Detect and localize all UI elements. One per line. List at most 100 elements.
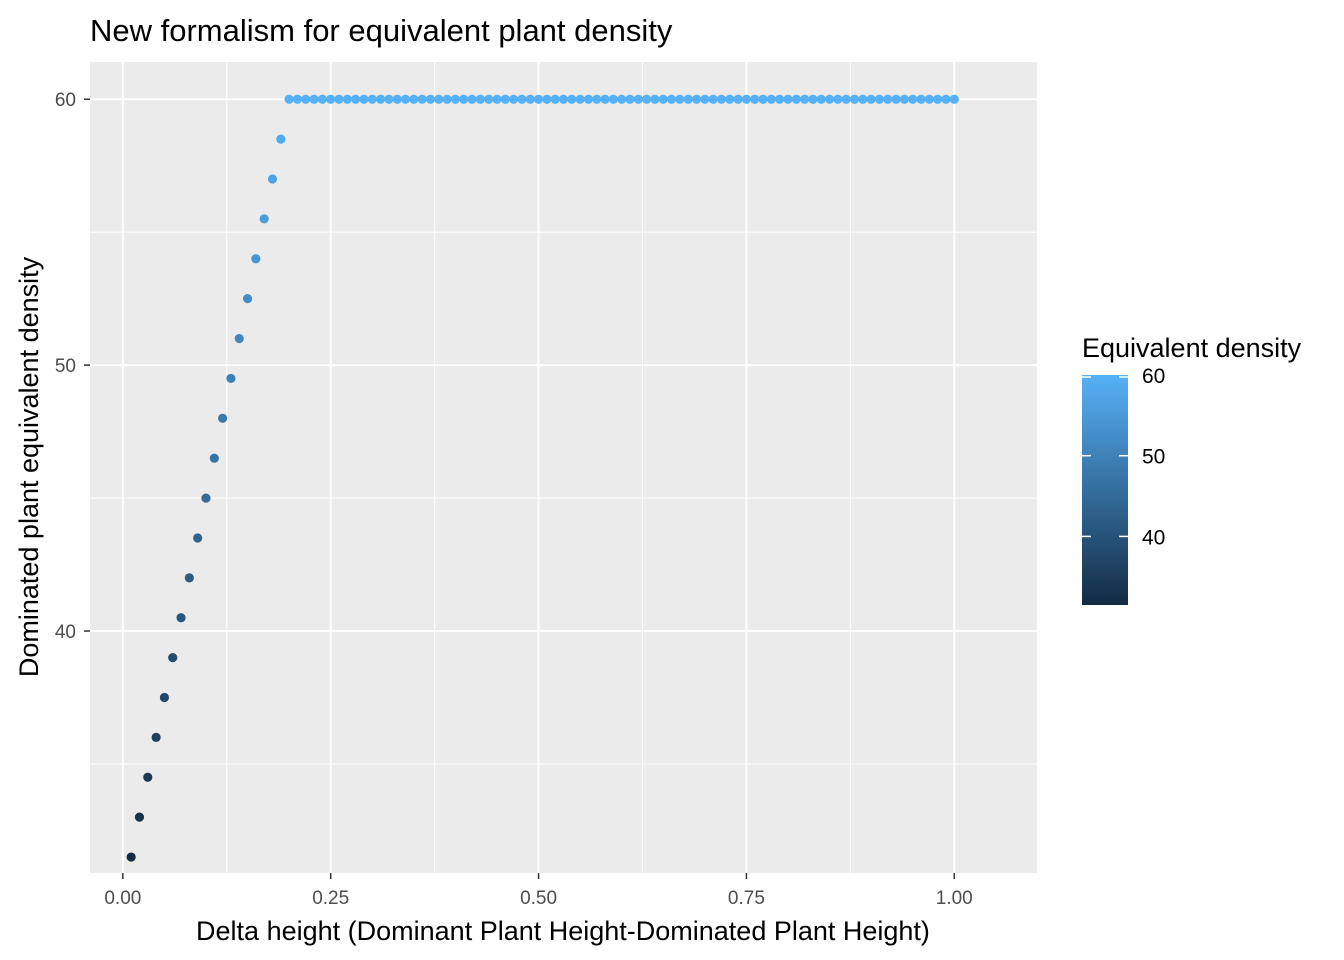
data-point <box>342 94 352 104</box>
data-point <box>484 94 494 104</box>
data-point <box>908 94 918 104</box>
data-point <box>193 533 203 543</box>
data-point <box>633 94 643 104</box>
data-points <box>126 94 959 862</box>
data-point <box>417 94 427 104</box>
data-point <box>475 94 485 104</box>
data-point <box>783 94 793 104</box>
data-point <box>741 94 752 104</box>
data-point <box>492 94 502 104</box>
data-point <box>625 94 635 104</box>
data-point <box>800 94 810 104</box>
data-point <box>459 94 469 104</box>
data-point <box>583 94 594 104</box>
data-point <box>766 94 776 104</box>
y-tick-label: 60 <box>55 90 76 111</box>
data-point <box>351 94 361 104</box>
data-point <box>883 94 893 104</box>
data-point <box>134 812 145 822</box>
x-tick-label: 0.75 <box>728 888 765 909</box>
data-point <box>600 94 610 104</box>
data-point <box>450 94 461 104</box>
data-point <box>916 94 926 104</box>
data-point <box>550 94 560 104</box>
data-point <box>716 94 727 104</box>
chart-title: New formalism for equivalent plant densi… <box>90 13 673 48</box>
data-point <box>941 94 951 104</box>
data-point <box>533 94 544 104</box>
data-point <box>866 94 876 104</box>
data-point <box>259 214 269 224</box>
data-point <box>375 94 386 104</box>
data-point <box>159 692 170 703</box>
data-point <box>126 852 136 862</box>
plot-panel <box>90 62 1037 873</box>
data-point <box>575 94 585 104</box>
data-point <box>833 94 843 104</box>
data-point <box>201 493 211 503</box>
data-point <box>924 94 934 104</box>
data-point <box>949 94 959 104</box>
data-point <box>567 94 577 104</box>
data-point <box>891 94 901 104</box>
data-point <box>242 294 253 304</box>
data-point <box>359 94 369 104</box>
data-point <box>500 94 510 104</box>
data-point <box>858 94 868 104</box>
data-point <box>168 653 178 663</box>
color-legend: Equivalent density 40 50 60 <box>1082 333 1302 605</box>
data-point <box>791 94 801 104</box>
x-tick-label: 0.00 <box>104 888 141 909</box>
data-point <box>675 94 685 104</box>
data-point <box>209 453 219 463</box>
data-point <box>700 94 710 104</box>
data-point <box>226 373 236 384</box>
data-point <box>184 573 194 583</box>
y-tick-label: 40 <box>55 622 76 643</box>
legend-title: Equivalent density <box>1082 333 1302 363</box>
data-point <box>326 94 336 104</box>
data-point <box>467 94 477 104</box>
data-point <box>708 94 718 104</box>
data-point <box>267 174 278 184</box>
data-point <box>301 94 311 104</box>
legend-break-label: 50 <box>1142 446 1165 469</box>
data-point <box>218 413 228 423</box>
data-point <box>284 94 294 104</box>
data-point <box>392 94 402 104</box>
data-point <box>824 94 835 104</box>
data-point <box>558 94 569 104</box>
data-point <box>733 94 743 104</box>
data-point <box>442 94 452 104</box>
data-point <box>758 94 768 104</box>
data-point <box>608 94 618 104</box>
y-axis-title: Dominated plant equivalent density <box>14 256 44 677</box>
data-point <box>384 94 394 104</box>
x-tick-label: 0.50 <box>520 888 557 909</box>
data-point <box>409 94 419 104</box>
data-point <box>367 94 377 104</box>
data-point <box>434 94 444 104</box>
data-point <box>725 94 735 104</box>
legend-break-label: 40 <box>1142 526 1165 549</box>
data-point <box>143 772 153 782</box>
data-point <box>317 94 327 104</box>
x-axis-title: Delta height (Dominant Plant Height-Domi… <box>196 916 930 946</box>
data-point <box>276 134 286 144</box>
data-point <box>808 94 818 104</box>
data-point <box>309 94 319 104</box>
data-point <box>176 613 186 623</box>
x-tick-label: 0.25 <box>312 888 349 909</box>
data-point <box>542 94 552 104</box>
data-point <box>775 94 785 104</box>
x-tick-label: 1.00 <box>936 888 973 909</box>
data-point <box>400 94 411 104</box>
data-point <box>650 94 660 104</box>
data-point <box>841 94 851 104</box>
legend-break-label: 60 <box>1142 365 1165 388</box>
data-point <box>691 94 702 104</box>
data-point <box>425 94 436 104</box>
data-point <box>683 94 693 104</box>
